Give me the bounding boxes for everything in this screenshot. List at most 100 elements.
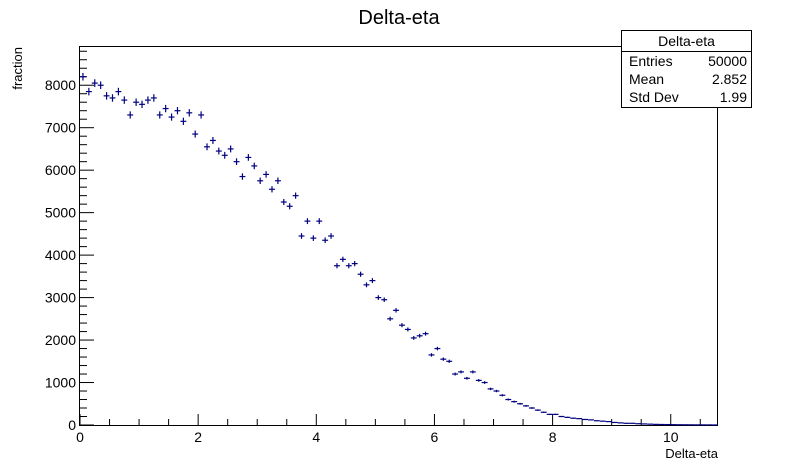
data-point [150, 94, 157, 102]
data-point [499, 394, 506, 397]
x-tick-label: 8 [549, 429, 557, 445]
data-point [121, 96, 128, 104]
stats-row-entries: Entries 50000 [622, 52, 751, 70]
data-point [404, 327, 411, 332]
data-point [393, 308, 399, 313]
data-point [617, 422, 624, 424]
data-point [304, 218, 311, 225]
data-point [629, 422, 636, 424]
data-point [357, 271, 364, 277]
data-point [446, 359, 453, 363]
data-point [428, 353, 435, 357]
data-point [316, 218, 323, 225]
data-point [174, 107, 181, 115]
data-point [452, 372, 459, 376]
x-tick-label: 6 [431, 429, 439, 445]
data-point [274, 177, 281, 185]
y-tick-label: 4000 [45, 247, 76, 263]
data-point [245, 154, 252, 161]
data-point [139, 100, 145, 109]
stats-stddev-label: Std Dev [629, 89, 679, 105]
stats-stddev-value: 1.99 [719, 89, 747, 105]
data-point [221, 151, 228, 159]
y-tick-label: 3000 [45, 290, 76, 306]
data-point [345, 263, 352, 269]
data-point [511, 400, 518, 403]
data-point [351, 260, 358, 267]
data-point [227, 145, 234, 153]
data-point [440, 357, 447, 361]
data-point [286, 203, 293, 210]
data-point [605, 421, 612, 423]
stats-mean-value: 2.852 [711, 71, 747, 87]
data-point [233, 158, 240, 166]
data-point [369, 278, 376, 284]
plot-frame [79, 46, 718, 426]
y-tick-label: 7000 [45, 120, 76, 136]
data-point [381, 297, 388, 303]
data-point [570, 417, 577, 419]
data-point [162, 104, 169, 113]
stats-row-mean: Mean 2.852 [622, 70, 751, 88]
y-tick-label: 0 [68, 417, 76, 433]
chart-title: Delta-eta [358, 7, 440, 29]
data-point [180, 117, 187, 125]
data-point [322, 237, 329, 244]
data-point [298, 233, 305, 239]
x-axis-label: Delta-eta [665, 446, 719, 461]
data-point [481, 381, 488, 384]
stats-title: Delta-eta [622, 31, 751, 52]
data-point [198, 111, 205, 119]
data-point [204, 143, 210, 151]
axis-ticks: 0 2 4 6 8 10 0 1000 2000 3000 4000 5000 6000 7000 8000 [45, 50, 701, 445]
data-point [192, 130, 199, 138]
data-point [558, 415, 565, 418]
y-tick-label: 8000 [45, 77, 76, 93]
data-point [588, 419, 594, 421]
data-point [576, 418, 583, 420]
y-tick-label: 1000 [45, 375, 76, 391]
x-tick-label: 4 [312, 429, 320, 445]
data-point [257, 177, 264, 185]
data-point [339, 256, 346, 262]
data-point [399, 323, 405, 328]
data-point [85, 87, 92, 96]
x-tick-label: 10 [663, 429, 679, 445]
data-point [263, 171, 270, 178]
stats-box: Delta-eta Entries 50000 Mean 2.852 Std D… [621, 30, 752, 108]
data-point [517, 402, 524, 405]
data-point [611, 421, 618, 424]
data-point [593, 420, 600, 422]
data-point [546, 413, 553, 416]
data-point [505, 398, 512, 401]
data-point [269, 186, 275, 193]
data-point [127, 111, 134, 119]
data-point [582, 418, 589, 421]
stats-entries-label: Entries [629, 53, 673, 69]
data-point [493, 389, 500, 393]
data-point [422, 331, 429, 336]
x-tick-label: 0 [76, 429, 84, 445]
data-point [410, 336, 417, 340]
data-point [133, 98, 140, 106]
data-point [434, 346, 441, 351]
data-point [599, 420, 606, 422]
data-point [623, 422, 630, 424]
stats-entries-value: 50000 [708, 53, 747, 69]
data-point [487, 387, 494, 391]
data-point [186, 109, 193, 117]
data-point [103, 92, 110, 100]
data-point [387, 316, 394, 321]
data-point [475, 379, 482, 382]
stats-mean-label: Mean [629, 71, 665, 87]
data-point [97, 81, 104, 90]
y-tick-label: 2000 [45, 332, 76, 348]
data-point [458, 370, 464, 374]
data-point [328, 233, 335, 239]
data-point [463, 376, 470, 380]
data-point [109, 94, 116, 102]
data-point [80, 72, 86, 81]
y-tick-label: 5000 [45, 205, 76, 221]
y-tick-label: 6000 [45, 162, 76, 178]
